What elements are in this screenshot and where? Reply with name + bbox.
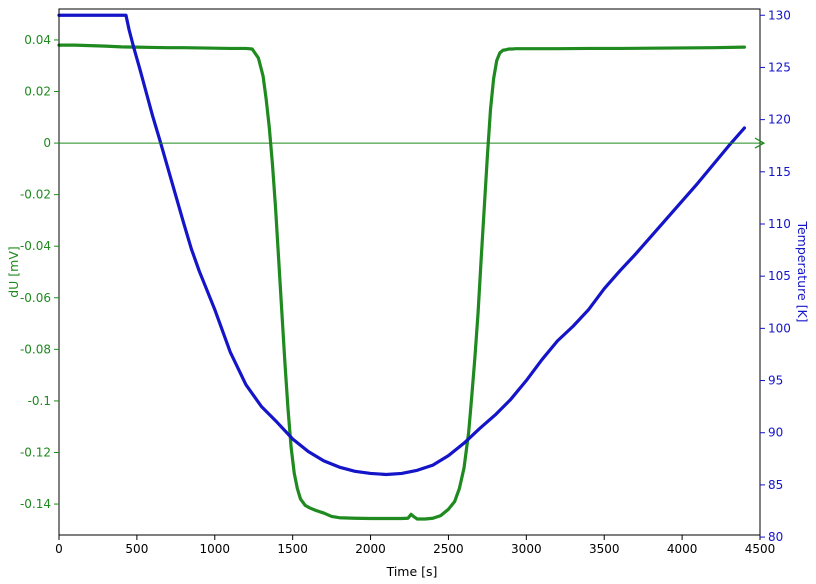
axes-layer [58,8,766,536]
x-tick-label: 1000 [200,542,231,556]
x-tick-label: 3000 [511,542,542,556]
y-left-tick-label: -0.08 [20,342,51,356]
y-left-tick-label: 0.02 [24,85,51,99]
y-right-tick-label: 125 [768,60,791,74]
y-left-tick-label: 0.04 [24,33,51,47]
y-right-tick-label: 105 [768,269,791,283]
y-right-tick-label: 110 [768,217,791,231]
x-tick-label: 2500 [433,542,464,556]
y-right-tick-label: 130 [768,8,791,22]
x-tick-label: 4000 [667,542,698,556]
x-tick-label: 4500 [745,542,776,556]
y-right-tick-label: 115 [768,165,791,179]
y-right-axis-title: Temperature [K] [795,220,810,322]
series-layer [57,13,747,521]
zero-line-arrow [754,137,766,149]
y-left-tick-label: -0.06 [20,291,51,305]
temperature-series-line [57,13,747,477]
y-right-tick-label: 100 [768,321,791,335]
x-tick-label: 3500 [589,542,620,556]
y-left-tick-label: -0.04 [20,239,51,253]
x-tick-label: 0 [55,542,63,556]
y-left-axis-title: dU [mV] [6,246,21,298]
y-left-tick-label: -0.12 [20,445,51,459]
x-tick-label: 1500 [277,542,308,556]
y-left-tick-label: 0 [43,136,51,150]
y-right-tick-label: 120 [768,113,791,127]
x-axis-title: Time [s] [386,564,438,579]
y-left-tick-label: -0.02 [20,188,51,202]
y-right-tick-label: 85 [768,478,783,492]
x-tick-label: 2000 [355,542,386,556]
x-tick-label: 500 [125,542,148,556]
y-left-tick-label: -0.14 [20,497,51,511]
y-right-tick-label: 95 [768,374,783,388]
du-series-line [57,43,747,521]
ticks-layer: 0 500 1000 1500 2000 2500 3000 3500 4000 45000.04… [20,8,791,556]
y-left-tick-label: -0.1 [28,394,51,408]
y-right-tick-label: 80 [768,530,783,544]
plot-frame [58,8,761,536]
y-right-tick-label: 90 [768,426,783,440]
